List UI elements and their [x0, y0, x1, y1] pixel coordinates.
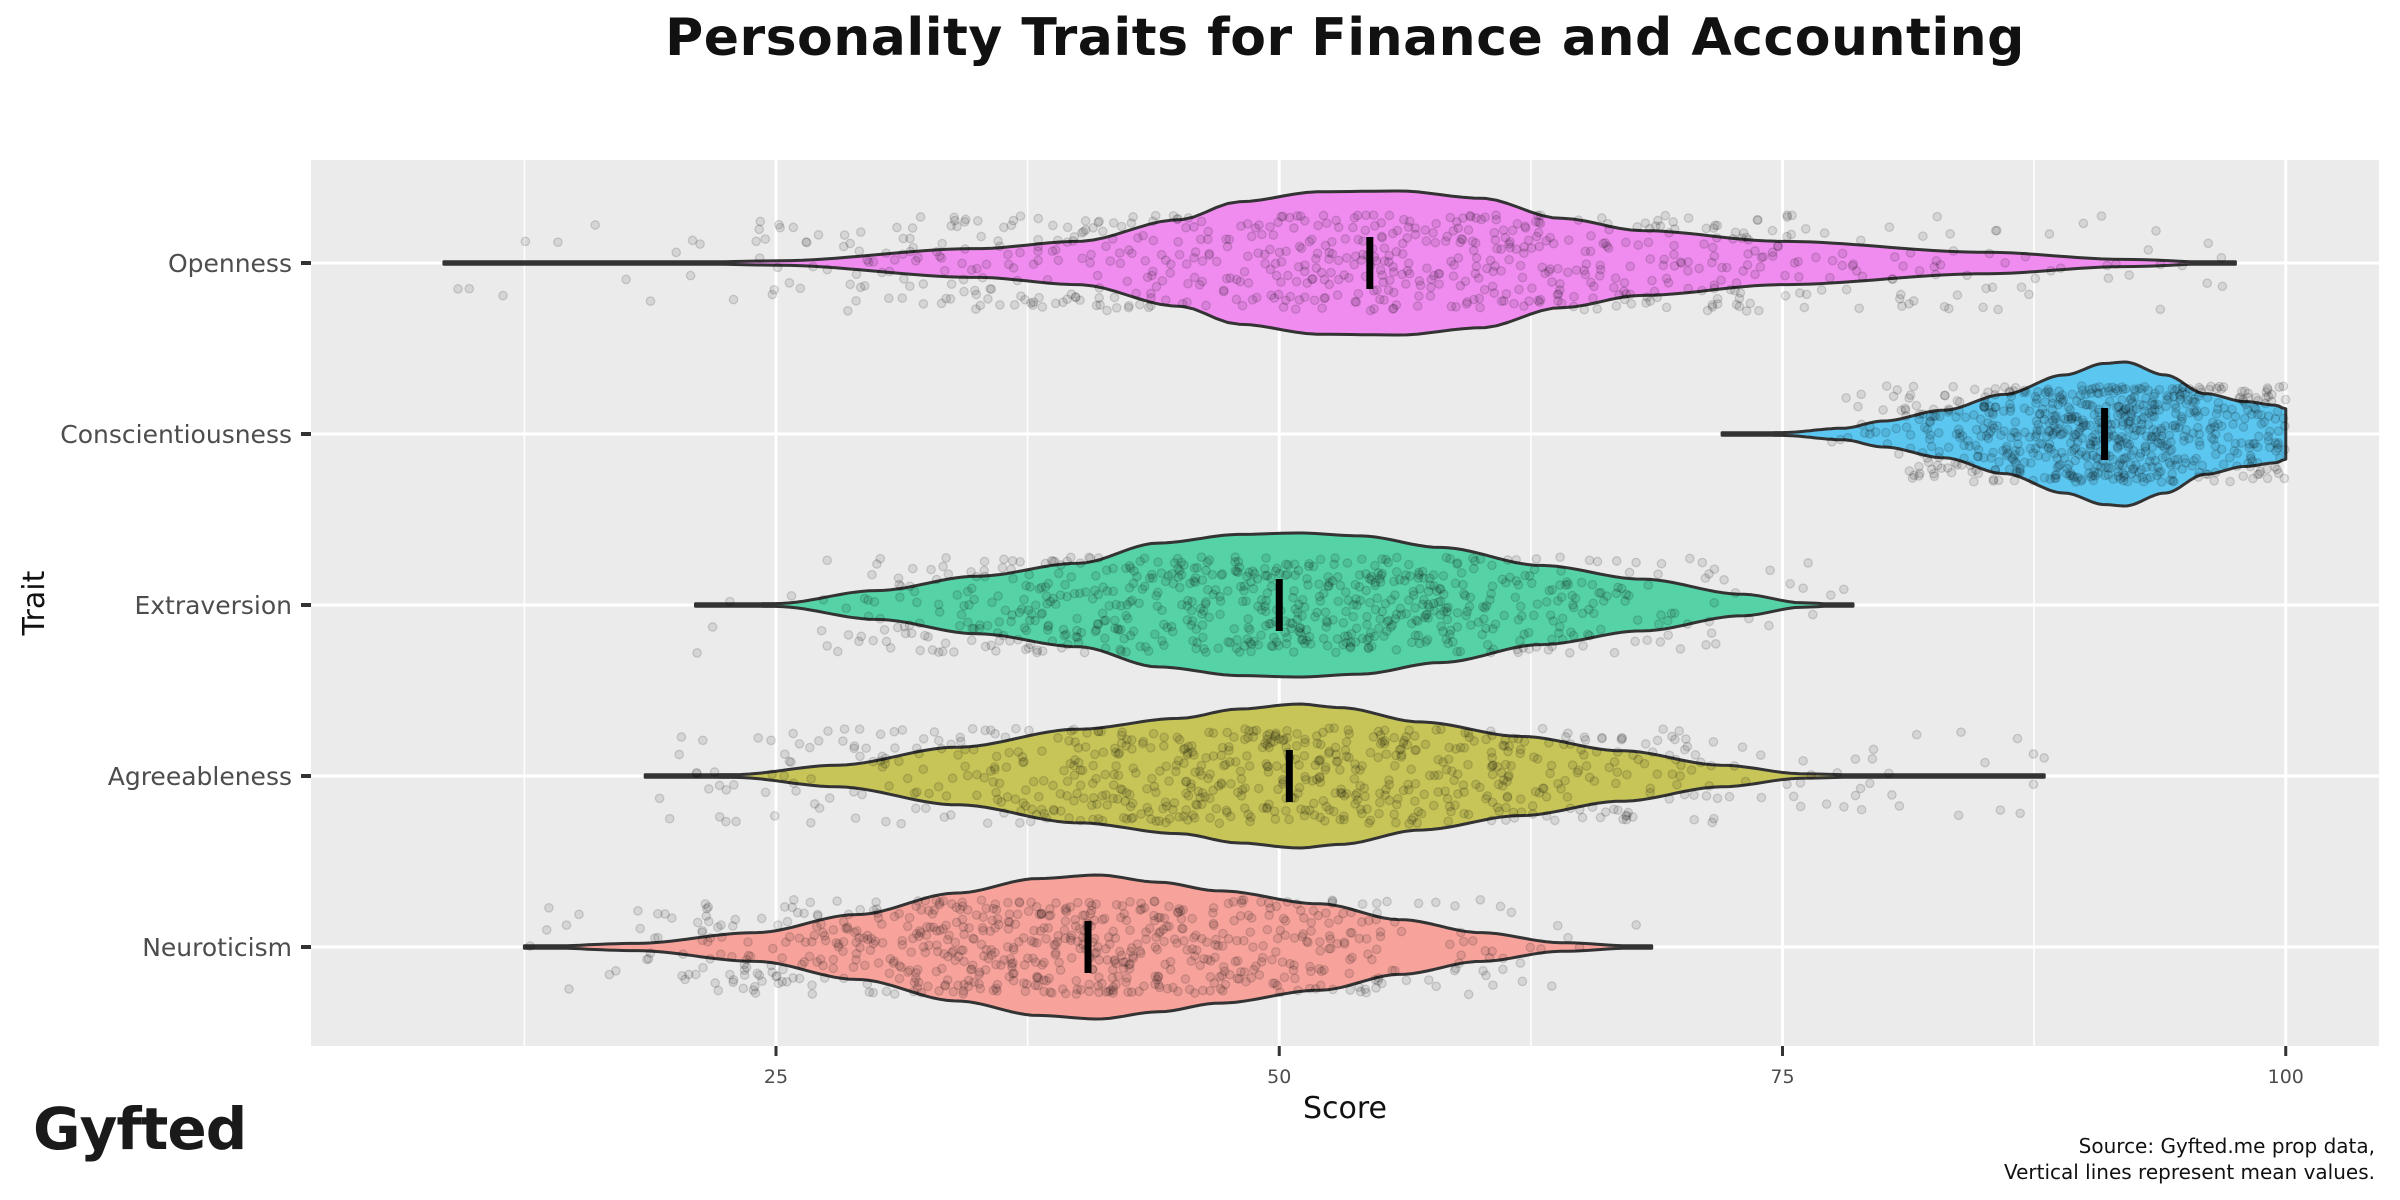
y-tick-label: Agreeableness: [108, 762, 292, 791]
x-axis: 25 50 75 100: [764, 1046, 2304, 1088]
y-tick-label: Openness: [168, 249, 292, 278]
x-tick-label: 25: [764, 1066, 788, 1088]
violin-extraversion: [694, 531, 1855, 679]
chart-title: Personality Traits for Finance and Accou…: [665, 8, 2025, 68]
violin-agreeableness: [643, 702, 2046, 850]
y-tick-label: Conscientiousness: [60, 420, 292, 449]
y-axis: Openness Conscientiousness Extraversion Agr…: [60, 249, 311, 962]
caption-note: Vertical lines represent mean values.: [2003, 1160, 2375, 1184]
x-tick-label: 50: [1267, 1066, 1291, 1088]
x-tick-label: 75: [1770, 1066, 1794, 1088]
gyfted-logo: Gyfted: [33, 1095, 247, 1163]
x-tick-label: 100: [2268, 1066, 2304, 1088]
violin-openness: [442, 189, 2237, 337]
caption-source: Source: Gyfted.me prop data,: [2078, 1134, 2375, 1158]
y-tick-label: Neuroticism: [142, 933, 292, 962]
caption: Source: Gyfted.me prop data, Vertical li…: [2004, 1133, 2375, 1185]
violin-conscientiousness: [1720, 360, 2288, 508]
x-axis-title: Score: [1303, 1091, 1387, 1126]
mean-lines: [1084, 237, 2109, 973]
jitter-points: [453, 210, 2291, 1000]
y-axis-title: Trait: [17, 570, 52, 636]
y-tick-label: Extraversion: [134, 591, 292, 620]
